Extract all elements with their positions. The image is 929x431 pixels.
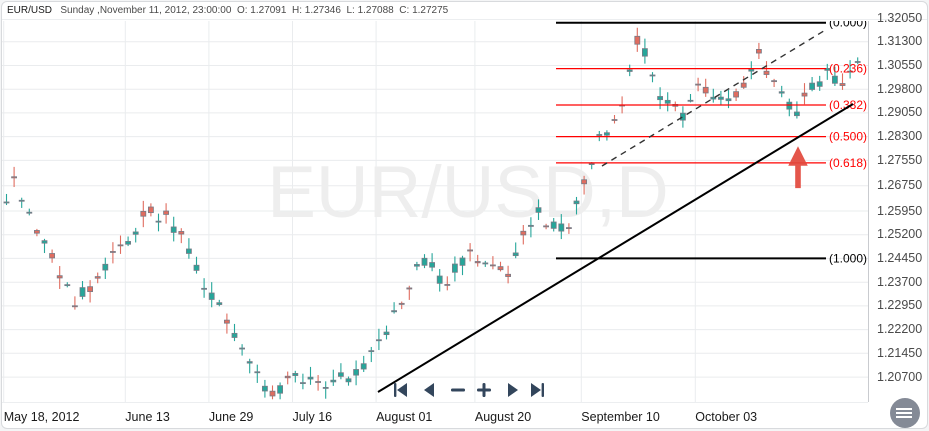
svg-text:(1.000): (1.000) [829,251,867,265]
svg-text:EUR/USD,D: EUR/USD,D [267,152,669,233]
svg-text:(0.500): (0.500) [829,130,867,144]
svg-text:(0.236): (0.236) [829,62,867,76]
svg-text:(0.000): (0.000) [829,21,867,30]
svg-text:(0.618): (0.618) [829,156,867,170]
svg-text:(0.382): (0.382) [829,98,867,112]
